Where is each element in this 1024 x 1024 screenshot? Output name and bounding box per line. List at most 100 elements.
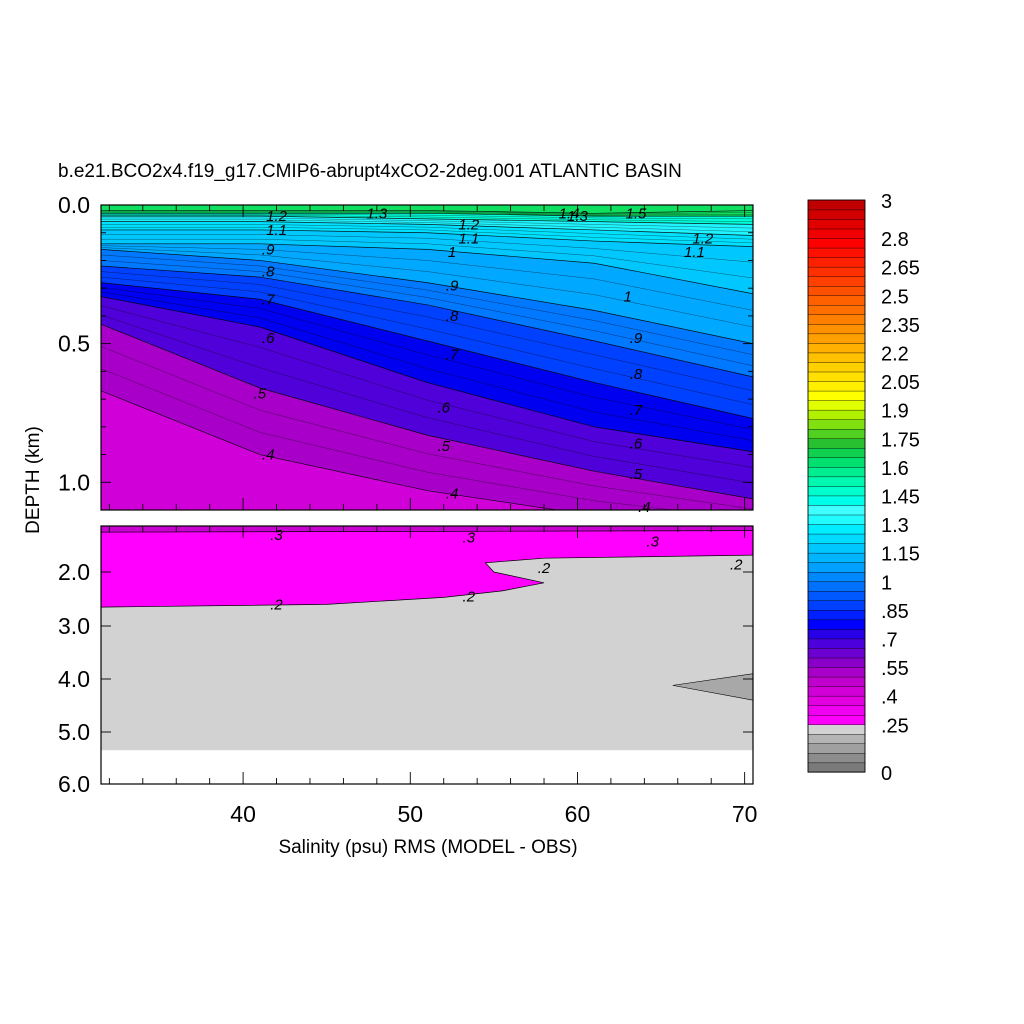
contour-line — [101, 276, 753, 405]
colorbar-swatch — [807, 390, 866, 401]
contour-line — [101, 219, 753, 233]
colorbar-label: .4 — [881, 687, 898, 709]
contour-label: .2 — [463, 588, 476, 605]
lower-panel-frame — [100, 525, 754, 785]
colorbar-swatch — [807, 666, 866, 678]
contour-label: .7 — [262, 291, 275, 308]
colorbar-swatch — [807, 285, 866, 296]
x-tick-label: 50 — [397, 801, 423, 827]
contour-label: .4 — [638, 499, 651, 516]
colorbar-swatch — [807, 571, 866, 582]
contour-line — [101, 247, 753, 328]
contour-label: .4 — [262, 447, 275, 464]
x-tick-label: 70 — [732, 801, 758, 827]
colorbar-swatch — [807, 552, 866, 563]
contour-label: .8 — [262, 264, 275, 281]
y-tick-label: 4.0 — [58, 666, 90, 692]
colorbar-swatch — [807, 695, 866, 706]
contour-label: 1.1 — [266, 222, 287, 239]
colorbar-swatch — [807, 686, 866, 697]
colorbar-swatch — [807, 733, 866, 744]
contour-line — [101, 346, 753, 510]
colorbar-swatch — [807, 714, 866, 725]
x-tick-labels: 40 50 60 70 — [230, 801, 757, 827]
colorbar-swatch — [807, 657, 866, 668]
colorbar-label: .25 — [881, 715, 909, 737]
colorbar-swatch — [807, 466, 866, 478]
lower-fill-violet — [101, 526, 753, 533]
colorbar-label: 1.3 — [881, 515, 909, 537]
y-tick-label: 0.0 — [58, 192, 90, 218]
contour-label: .6 — [262, 330, 275, 347]
contour-label: 1.2 — [692, 230, 714, 247]
lower-fill-magenta — [101, 526, 753, 608]
lower-panel-ticks — [101, 526, 753, 785]
contour-line — [101, 305, 753, 468]
contour-line — [101, 211, 753, 215]
colorbar-swatch — [807, 209, 866, 220]
contour-line — [101, 265, 753, 378]
contour-label: 1.2 — [266, 208, 288, 225]
contour-label: 1 — [623, 289, 631, 306]
contour-label: .3 — [646, 533, 659, 550]
contour-label: 1.3 — [567, 208, 589, 225]
y-tick-label: 6.0 — [58, 771, 90, 797]
colorbar-swatch — [807, 438, 866, 449]
contour-label: .2 — [538, 560, 551, 577]
contour-line — [101, 214, 753, 220]
colorbar-swatch — [807, 228, 866, 239]
contour-label: .9 — [630, 330, 643, 347]
colorbar-swatch — [807, 419, 866, 430]
colorbar-swatch — [807, 562, 866, 573]
colorbar-label: 1.9 — [881, 401, 909, 423]
colorbar-swatch — [807, 743, 866, 754]
contour-line — [101, 226, 753, 244]
colorbar-label: 1.75 — [881, 429, 920, 451]
colorbar-swatch — [807, 323, 866, 335]
colorbar-swatch — [807, 676, 866, 687]
contour-line — [101, 217, 753, 229]
contour-label: 1 — [448, 244, 456, 261]
contour-label: .8 — [446, 308, 459, 325]
colorbar-label: 1.15 — [881, 544, 920, 566]
contour-line — [101, 224, 753, 240]
upper-panel-frame — [100, 204, 754, 511]
contour-label: .6 — [437, 399, 450, 416]
lower-fill-wedge — [672, 673, 753, 701]
contour-label: .6 — [630, 435, 643, 452]
colorbar-label: 2.5 — [881, 286, 909, 308]
lower-panel — [100, 525, 754, 785]
colorbar-swatch — [807, 380, 866, 392]
colorbar-label: 2.2 — [881, 344, 909, 366]
colorbar-labels: 0 .25 .4 .55 .7 .85 1 1.15 1.3 1.45 1.6 1.75 1.9 2.05… — [881, 191, 920, 785]
contour-label: 1.1 — [684, 244, 705, 261]
contour-line — [101, 554, 753, 608]
contour-label: .9 — [446, 277, 459, 294]
contour-label: .7 — [446, 347, 459, 364]
colorbar-swatch — [807, 276, 866, 287]
contour-line — [101, 390, 560, 510]
upper-panel — [100, 204, 754, 511]
contour-label: .5 — [254, 386, 267, 403]
contour-label: 1.1 — [458, 230, 479, 247]
colorbar-swatch — [807, 352, 866, 363]
colorbar-label: 1 — [881, 572, 892, 594]
contour-line — [101, 210, 753, 214]
colorbar-swatch — [807, 218, 866, 230]
contour-line — [101, 282, 753, 419]
colorbar-swatch — [807, 724, 866, 735]
upper-panel-ticks — [101, 204, 753, 511]
contour-line — [101, 368, 676, 510]
colorbar-swatch — [807, 428, 866, 439]
colorbar-swatch — [807, 199, 866, 211]
contour-line — [101, 314, 753, 484]
contour-line — [101, 243, 753, 295]
contour-line — [101, 254, 753, 355]
colorbar-swatch — [807, 266, 866, 277]
y-tick-label: 2.0 — [58, 559, 90, 585]
colorbar-label: 2.8 — [881, 229, 909, 251]
contour-line — [101, 214, 753, 222]
colorbar-swatch — [807, 533, 866, 544]
colorbar-swatch — [807, 333, 866, 344]
